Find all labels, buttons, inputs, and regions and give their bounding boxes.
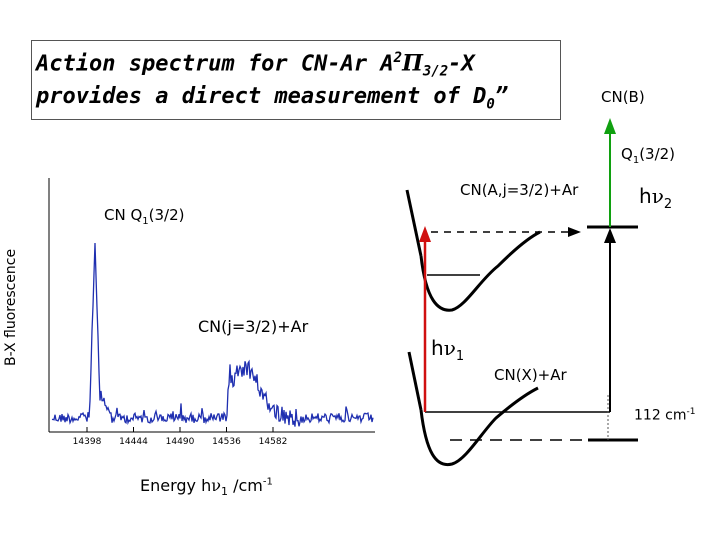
band-label-text: CN(j=3/2)+Ar [198, 317, 309, 336]
q-excitation-arrowhead [604, 118, 616, 134]
x-label-nu: ν [211, 476, 221, 495]
hv1-arrowhead [419, 226, 431, 242]
a-state-wall [405, 189, 423, 257]
hv2-arrowhead [604, 228, 616, 243]
x-state-wall [407, 351, 423, 411]
x-label-text: Energy h [140, 476, 212, 495]
title-subscript: 3/2 [422, 63, 449, 80]
title-quote: ” [494, 84, 509, 109]
cn-q-peak-label: CN Q1(3/2) [104, 206, 185, 227]
cn-b-label: CN(B) [601, 88, 645, 106]
cn-a-label: CN(A,j=3/2)+Ar [460, 181, 578, 199]
hv2-label: hν2 [639, 184, 672, 212]
a-dashed-arrowhead [568, 227, 581, 237]
title-line-1: Action spectrum for CN-Ar A2Π3/2-X [36, 50, 475, 80]
x-label-sup: -1 [262, 476, 273, 488]
spectrum-x-label: Energy hν1 /cm-1 [140, 476, 273, 498]
hv2-sub: 2 [663, 197, 673, 212]
gap-value: 112 cm [634, 407, 687, 424]
x-tick-label: 14444 [119, 437, 148, 447]
title-suffix: -X [448, 51, 475, 77]
cn-x-label: CN(X)+Ar [494, 366, 567, 384]
x-label-sub: 1 [220, 485, 228, 499]
hv2-nu: ν [651, 184, 664, 208]
band-label: CN(j=3/2)+Ar [198, 317, 308, 336]
title-box [31, 40, 561, 120]
peak-label-sub: 1 [142, 216, 149, 227]
title-text-2: provides a direct measurement of D [36, 84, 487, 109]
peak-label-text: CN Q [104, 206, 143, 224]
gap-label: 112 cm-1 [634, 407, 696, 424]
title-subscript-2: 0 [486, 96, 495, 113]
q-label: Q1(3/2) [621, 145, 675, 166]
y-label-text: B-X fluorescence [3, 248, 19, 366]
spectrum-y-label: B-X fluorescence [3, 249, 19, 366]
hv2-h: h [639, 184, 652, 208]
title-line-2: provides a direct measurement of D0” [36, 84, 508, 112]
x-tick-label: 14582 [259, 437, 288, 447]
hv1-sub: 1 [455, 349, 465, 364]
title-superscript: 2 [393, 50, 403, 66]
x-label-unit: /cm [227, 476, 263, 495]
spectrum-trace [51, 242, 374, 427]
x-tick-label: 14398 [73, 437, 102, 447]
q-suffix: (3/2) [639, 145, 676, 163]
spectrum-ticks: 14398 14444 14490 14536 14582 [73, 427, 288, 447]
q-text: Q [621, 145, 633, 163]
q-sub: 1 [632, 155, 640, 166]
gap-sup: -1 [686, 407, 696, 417]
x-state-potential [419, 386, 539, 467]
hv1-nu: ν [443, 336, 456, 360]
a-state-potential [419, 230, 541, 312]
cn-a-text: CN(A,j=3/2)+Ar [460, 181, 579, 199]
hv1-h: h [431, 336, 444, 360]
x-tick-label: 14490 [166, 437, 195, 447]
hv1-label: hν1 [431, 336, 464, 364]
cn-b-text: CN(B) [601, 88, 645, 106]
title-text: Action spectrum for CN-Ar A [36, 51, 394, 77]
cn-x-text: CN(X)+Ar [494, 366, 567, 384]
title-pi: Π [402, 50, 423, 77]
peak-label-suffix: (3/2) [148, 206, 185, 224]
x-tick-label: 14536 [212, 437, 241, 447]
